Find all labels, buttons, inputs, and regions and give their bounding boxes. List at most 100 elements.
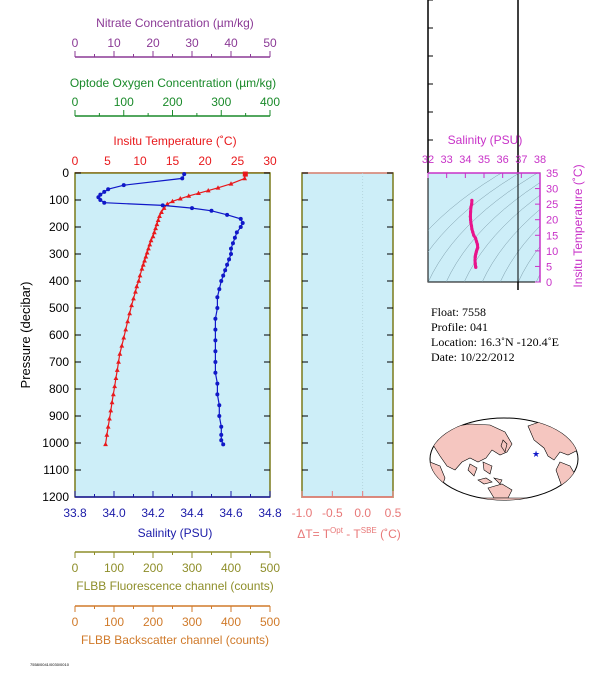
ts-point	[468, 218, 473, 222]
temperature-tick-label: 5	[104, 154, 111, 168]
temperature-point	[170, 198, 175, 204]
salinity-point	[215, 295, 220, 300]
salinity-point	[102, 189, 107, 194]
ts-diagram-inset: Salinity (PSU) Insitu Temperature (˚C) 3…	[422, 133, 585, 289]
temperature-point	[121, 335, 127, 340]
temperature-point	[159, 209, 164, 214]
temperature-point	[228, 181, 234, 186]
salinity-point	[219, 279, 224, 283]
ts-temperature-label: Insitu Temperature (˚C)	[571, 164, 585, 287]
pressure-tick-label: 300	[49, 247, 69, 261]
ts-point	[474, 236, 478, 240]
ts-density-contour	[428, 173, 538, 282]
footer-code: 7558/0041/0030/0010	[30, 662, 70, 667]
salinity-tick-label: 33.8	[63, 506, 87, 520]
temperature-point	[105, 424, 111, 429]
salinity-point	[227, 257, 232, 262]
pressure-axis-label: Pressure (decibar)	[18, 282, 33, 389]
backscatter-axis: FLBB Backscatter channel (counts) 0 100 20…	[72, 605, 280, 647]
backscatter-tick-label: 500	[260, 615, 280, 629]
temperature-tick-label: 15	[166, 154, 180, 168]
backscatter-tick-label: 400	[221, 615, 241, 629]
ts-point	[473, 255, 477, 259]
pressure-tick-label: 1200	[42, 490, 69, 504]
main-profile-panel: 0 100 200 300 400 500 600 700 800 900 1000 1100 1200…	[18, 166, 271, 504]
ts-point	[468, 215, 472, 219]
ts-point	[475, 243, 480, 247]
float-location-marker: ★	[532, 449, 540, 459]
backscatter-tick-label: 100	[104, 615, 124, 629]
ts-temp-tick-label: 25	[546, 199, 558, 211]
temperature-point	[137, 273, 143, 278]
delta-tick-label: 0.5	[385, 506, 402, 520]
ts-salinity-tick-label: 37	[515, 154, 527, 166]
temperature-point	[186, 193, 192, 198]
temperature-point	[116, 359, 121, 364]
salinity-axis: Salinity (PSU) 33.8 34.0 34.2 34.4 34.6 34.8	[63, 491, 282, 540]
ts-density-contour	[463, 194, 540, 282]
temperature-point	[155, 217, 161, 223]
temperature-point	[150, 233, 156, 239]
main-panel-background	[74, 172, 271, 498]
ts-point	[473, 261, 477, 265]
pressure-tick-label: 0	[62, 166, 69, 180]
salinity-point	[213, 370, 218, 375]
temperature-point	[161, 205, 167, 210]
salinity-tick-label: 34.6	[219, 506, 243, 520]
temperature-point	[154, 221, 160, 227]
oxygen-axis-label: Optode Oxygen Concentration (µm/kg)	[70, 76, 276, 90]
ts-salinity-tick-label: 34	[459, 154, 471, 166]
temperature-point	[113, 375, 119, 380]
temperature-point	[110, 391, 116, 397]
temperature-point	[108, 408, 114, 413]
salinity-point	[234, 230, 239, 235]
fluorescence-axis: FLBB Fluorescence channel (counts) 0 100 2…	[72, 551, 280, 593]
ts-temp-tick-label: 35	[546, 168, 558, 180]
temperature-point	[164, 201, 170, 206]
ts-point	[470, 202, 474, 206]
location-text: Location: 16.3˚N -120.4˚E	[431, 335, 559, 349]
salinity-point	[217, 287, 222, 292]
salinity-tick-label: 34.0	[102, 506, 126, 520]
salinity-point	[213, 349, 218, 354]
ts-density-contour	[445, 182, 540, 282]
salinity-point	[106, 187, 111, 192]
oxygen-tick-label: 400	[260, 95, 280, 109]
float-number: Float: 7558	[431, 305, 486, 319]
ts-point	[469, 224, 474, 228]
temperature-point	[107, 416, 112, 421]
ts-temp-tick-label: 5	[546, 261, 552, 273]
salinity-point	[230, 241, 235, 246]
temperature-point	[242, 175, 248, 181]
temperature-point	[215, 185, 221, 190]
ts-point	[474, 265, 478, 269]
pressure-tick-label: 800	[49, 382, 69, 396]
temperature-point	[129, 302, 134, 308]
salinity-point	[238, 225, 243, 229]
ts-point	[473, 258, 477, 262]
temperature-point	[142, 258, 147, 263]
ts-panel-background	[427, 172, 541, 283]
temperature-tick-label: 10	[133, 154, 147, 168]
map-land	[430, 419, 578, 500]
salinity-point	[229, 246, 233, 251]
temperature-tick-label: 25	[231, 154, 245, 168]
ts-density-contour	[428, 173, 502, 231]
salinity-tick-label: 34.4	[180, 506, 204, 520]
ts-salinity-tick-label: 32	[422, 154, 434, 166]
temperature-point	[140, 262, 146, 267]
backscatter-tick-label: 200	[143, 615, 163, 629]
salinity-tick-label: 34.8	[258, 506, 282, 520]
salinity-point	[225, 262, 230, 267]
ts-point	[471, 230, 475, 234]
temperature-point	[136, 278, 142, 283]
temperature-axis-label: Insitu Temperature (˚C)	[113, 134, 236, 148]
pressure-tick-label: 1100	[43, 463, 69, 477]
temperature-surface-marker	[242, 171, 248, 177]
salinity-point	[219, 424, 224, 429]
temperature-point	[134, 283, 140, 289]
ts-point	[470, 198, 474, 203]
salinity-point	[213, 327, 218, 332]
backscatter-axis-label: FLBB Backscatter channel (counts)	[81, 633, 269, 647]
salinity-tick-label: 34.2	[141, 506, 165, 520]
